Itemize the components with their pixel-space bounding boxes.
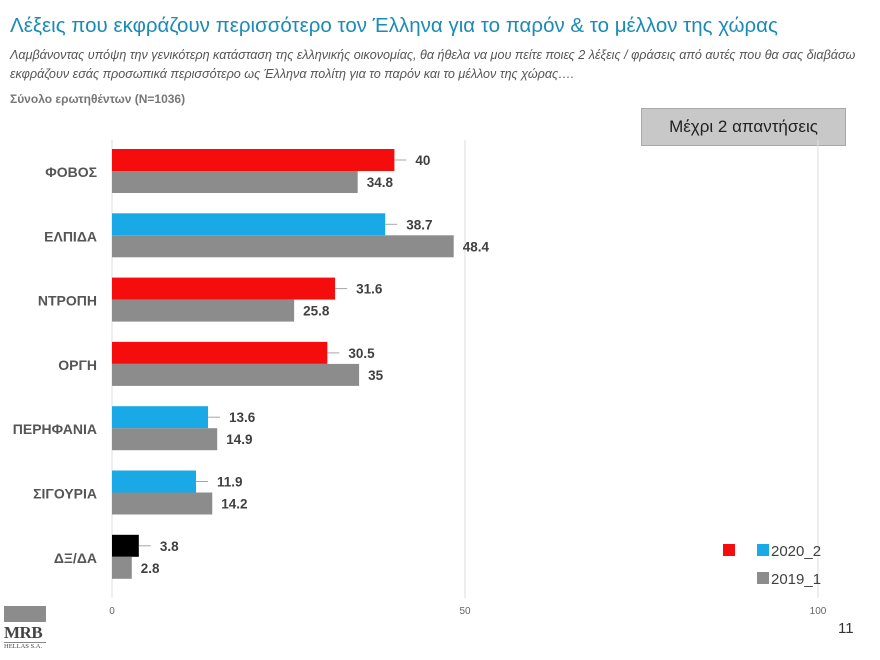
category-label: ΝΤΡΟΠΗ: [38, 293, 97, 309]
answers-badge: Μέχρι 2 απαντήσεις: [641, 108, 846, 146]
category-label: ΠΕΡΗΦΑΝΙΑ: [13, 421, 97, 437]
bar: [112, 492, 213, 515]
x-tick-label: 0: [109, 606, 115, 617]
data-label: 3.8: [160, 539, 179, 554]
data-label: 40: [415, 153, 430, 168]
bar: [112, 470, 197, 493]
data-label: 34.8: [367, 175, 394, 190]
data-label: 14.9: [226, 432, 252, 447]
bar: [112, 341, 328, 364]
data-label: 14.2: [221, 497, 247, 512]
data-label: 25.8: [303, 304, 330, 319]
data-label: 48.4: [463, 239, 490, 254]
data-label: 38.7: [406, 217, 432, 232]
data-label: 35: [368, 368, 384, 383]
bar: [112, 363, 360, 386]
x-tick-label: 50: [459, 606, 471, 617]
bar: [112, 406, 209, 429]
legend-swatch: [757, 544, 769, 556]
chart-title: Λέξεις που εκφράζουν περισσότερο τον Έλλ…: [10, 14, 778, 37]
legend-swatch: [757, 572, 769, 584]
sample-base: Σύνολο ερωτηθέντων (N=1036): [10, 92, 186, 106]
data-label: 30.5: [348, 346, 375, 361]
legend-label: 2019_1: [771, 571, 821, 588]
x-tick-label: 100: [810, 606, 827, 617]
category-label: ΕΛΠΙΔΑ: [44, 228, 97, 244]
mrb-logo: MRB HELLAS S.A.: [4, 606, 46, 651]
legend-label: 2020_2: [771, 543, 821, 560]
bar: [112, 277, 336, 300]
bar: [112, 213, 386, 236]
logo-name: MRB: [4, 623, 43, 642]
data-label: 2.8: [141, 561, 160, 576]
bar: [112, 534, 139, 557]
category-label: ΣΙΓΟΥΡΙΑ: [33, 486, 97, 502]
category-label: ΦΟΒΟΣ: [45, 164, 97, 180]
survey-question: Λαμβάνοντας υπόψη την γενικότερη κατάστα…: [10, 48, 856, 81]
bar: [112, 428, 218, 451]
bar: [112, 171, 358, 193]
category-label: ΟΡΓΗ: [58, 357, 97, 373]
bar: [112, 299, 295, 322]
legend-swatch: [723, 544, 735, 556]
data-label: 31.6: [356, 282, 383, 297]
bar: [112, 149, 395, 171]
data-label: 13.6: [229, 410, 256, 425]
category-label: ΔΞ/ΔΑ: [54, 550, 97, 566]
bar: [112, 556, 132, 579]
bar: [112, 235, 454, 258]
data-label: 11.9: [217, 475, 243, 490]
page-number: 11: [838, 620, 854, 637]
logo-bar: [4, 606, 46, 622]
logo-subtitle: HELLAS S.A.: [4, 642, 46, 651]
